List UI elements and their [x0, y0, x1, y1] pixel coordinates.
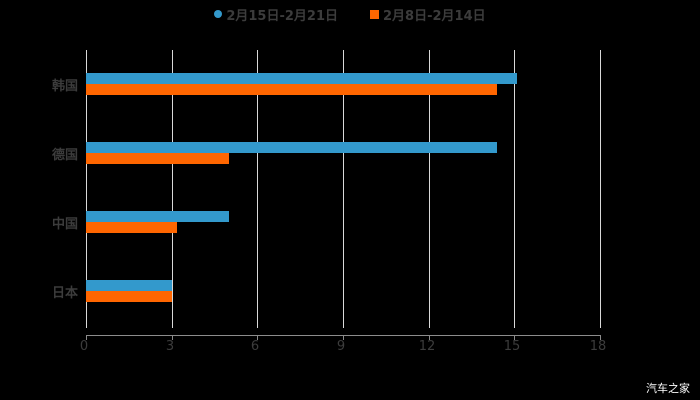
y-category-label: 日本: [51, 286, 78, 301]
watermark: 汽车之家: [646, 382, 690, 395]
gridline: [86, 50, 87, 328]
gridline: [343, 50, 344, 328]
bar-previous-week[interactable]: [86, 291, 172, 302]
y-category-label: 中国: [51, 217, 78, 232]
x-axis-line: [86, 335, 601, 336]
axis-tick: [343, 335, 344, 340]
legend-label: 2月15日-2月21日: [226, 8, 339, 24]
legend-item-series-2[interactable]: 2月8日-2月14日: [370, 4, 486, 24]
plot-area: 0 3 6 9 12 15 18: [80, 50, 606, 354]
bar-previous-week[interactable]: [86, 153, 229, 164]
gridline: [172, 50, 173, 328]
bar-current-week[interactable]: [86, 211, 229, 222]
x-tick-label: 9: [336, 339, 346, 354]
axis-tick: [514, 335, 515, 340]
bar-previous-week[interactable]: [86, 222, 177, 233]
x-tick-label: 6: [250, 339, 260, 354]
y-category-label: 德国: [51, 148, 78, 163]
axis-tick: [600, 335, 601, 340]
x-tick-label: 3: [165, 339, 175, 354]
gridline: [514, 50, 515, 328]
axis-tick: [86, 335, 87, 340]
legend-circle-icon: [214, 10, 223, 18]
gridline: [257, 50, 258, 328]
axis-tick: [257, 335, 258, 340]
legend-item-series-1[interactable]: 2月15日-2月21日: [214, 4, 338, 24]
legend-square-icon: [370, 9, 380, 19]
axis-tick: [429, 335, 430, 340]
bar-previous-week[interactable]: [86, 84, 497, 95]
bar-current-week[interactable]: [86, 280, 172, 291]
x-tick-label: 0: [79, 339, 89, 354]
axis-tick: [172, 335, 173, 340]
x-tick-label: 18: [589, 339, 607, 354]
y-category-label: 韩国: [51, 79, 78, 94]
gridline: [429, 50, 430, 328]
bar-current-week[interactable]: [86, 73, 517, 84]
gridline: [600, 50, 601, 328]
x-tick-label: 15: [503, 339, 521, 354]
legend-label: 2月8日-2月14日: [383, 8, 486, 24]
chart-legend: 2月15日-2月21日 2月8日-2月14日: [0, 4, 700, 24]
bar-current-week[interactable]: [86, 142, 497, 153]
x-tick-label: 12: [418, 339, 436, 354]
